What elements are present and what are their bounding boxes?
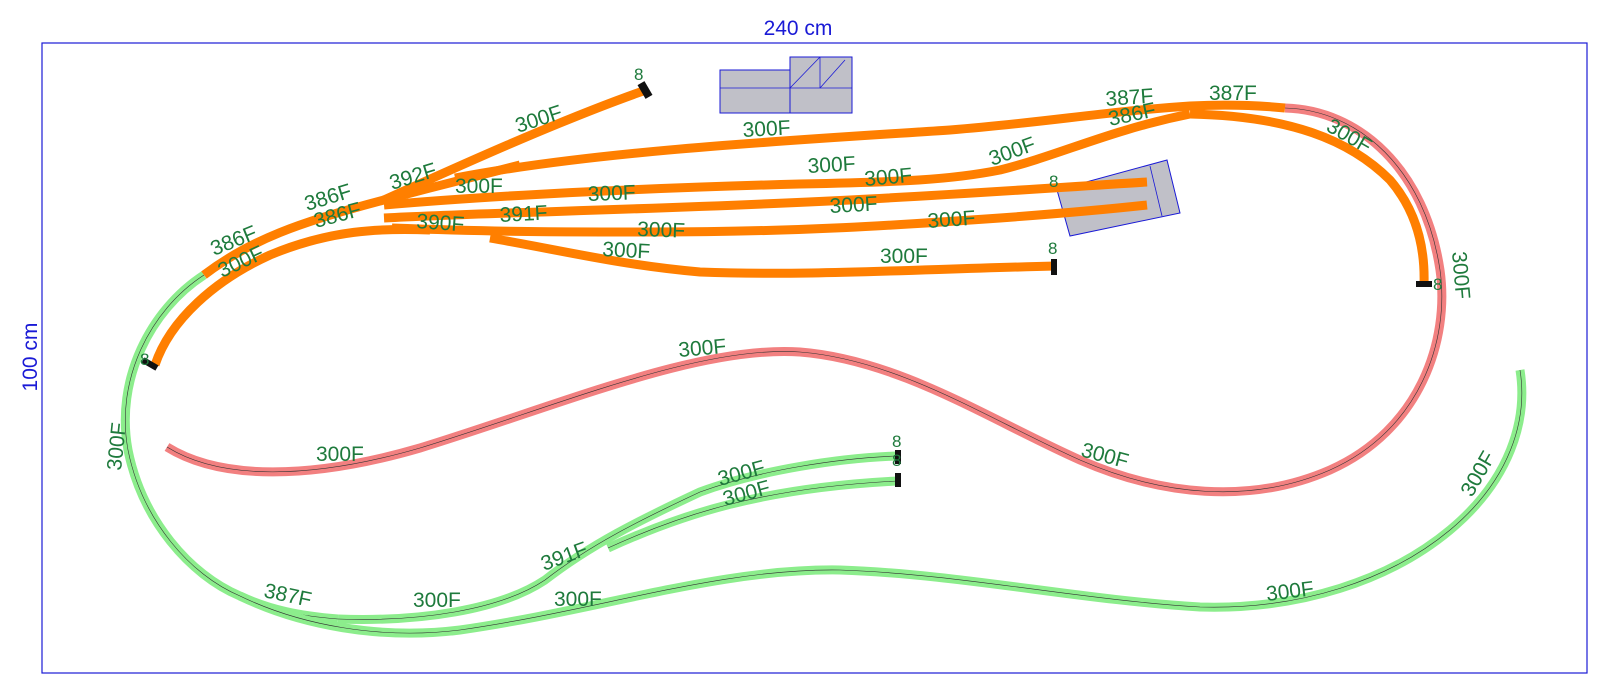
track-label: 387F [1209,82,1257,105]
board-height-label: 100 cm [19,323,42,392]
end-label: 8 [892,432,901,451]
buffer-stop [637,81,653,99]
track-label: 391F [499,202,548,227]
track-label: 300F [677,335,727,362]
track-label: 300F [316,443,364,466]
green-track-group [120,271,1527,638]
buffer-stops [141,81,1432,487]
station-building [719,56,853,114]
track-label: 300F [554,588,602,611]
end-label: 8 [634,65,643,84]
buffer-stop [895,473,901,487]
track-label: 300F [455,175,503,198]
track-label: 300F [587,181,636,206]
track-label: 300F [927,207,976,233]
end-label: 8 [1433,275,1442,294]
track-label: 300F [1447,250,1474,300]
track-label: 387F [1105,85,1154,111]
track-label: 300F [880,245,928,268]
track-label: 300F [103,422,131,472]
buffer-stop [895,450,901,464]
end-label: 8 [140,350,149,369]
pink-track-group [164,103,1447,497]
track-label: 300F [742,117,791,142]
end-label: 8 [1048,239,1057,258]
end-labels: 8 8 8 8 8 8 8 [140,65,1442,470]
end-label: 8 [892,451,901,470]
track-label: 300F [807,153,856,178]
track-label: 300F [829,193,878,218]
track-label: 300F [863,164,913,191]
track-label: 300F [637,218,686,243]
orange-track-group [150,85,1429,367]
buffer-stop [1051,259,1057,275]
track-labels: 300F 392F 386F 386F 386F 300F 300F 300F … [103,82,1500,612]
track-label: 300F [602,238,651,263]
end-label: 8 [1049,172,1058,191]
track-label: 300F [413,589,461,612]
track-label: 390F [416,210,465,236]
buffer-stop [1416,281,1432,287]
buffer-stop [141,357,159,371]
engine-shed [1056,159,1181,237]
board-width-label: 240 cm [764,17,833,40]
